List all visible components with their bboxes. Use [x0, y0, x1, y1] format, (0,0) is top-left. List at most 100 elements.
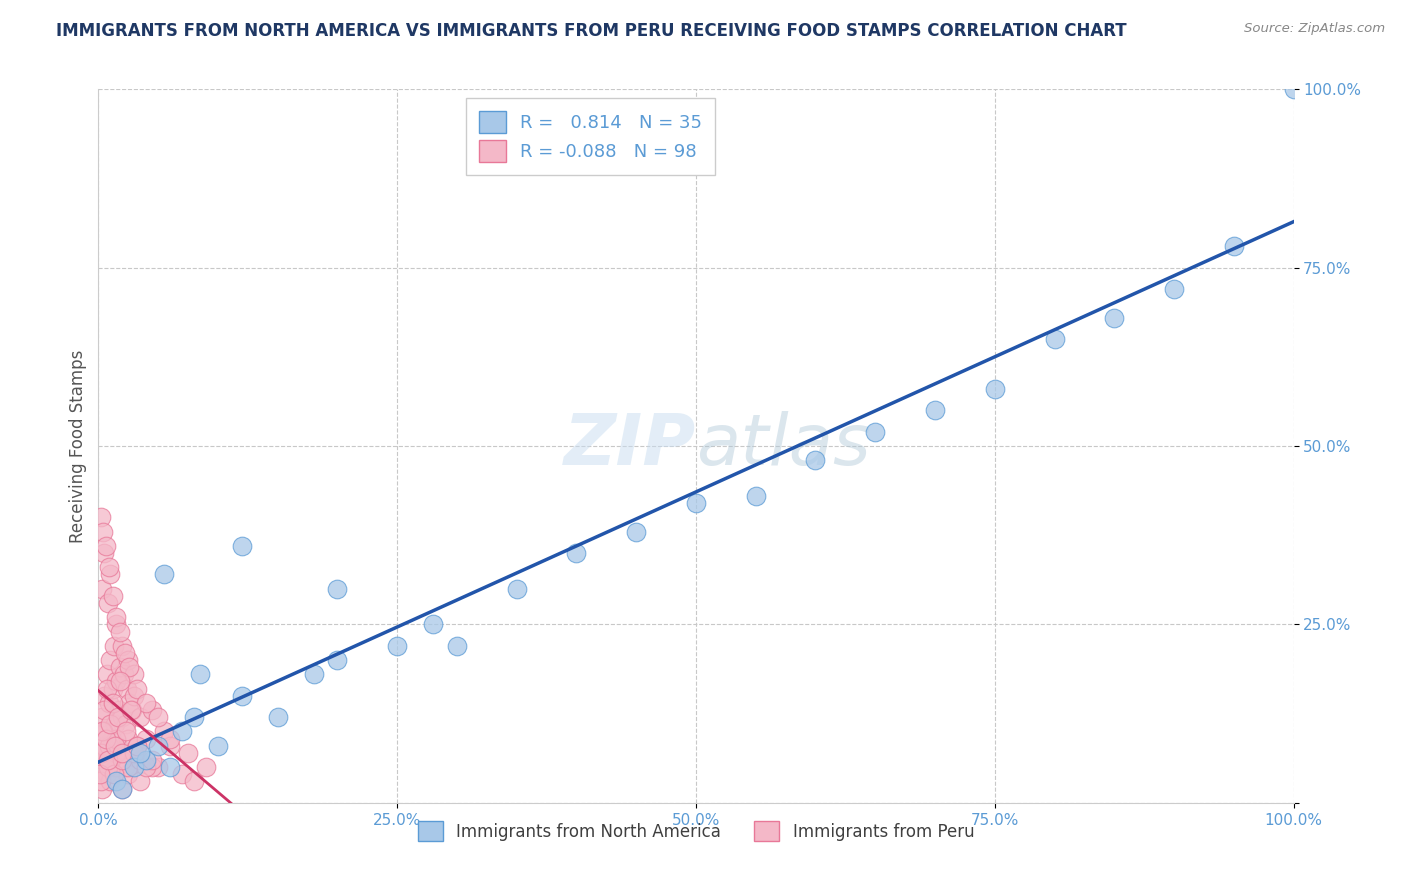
Point: [98, 753, 122, 767]
Point: [104, 717, 127, 731]
Point: [96, 681, 118, 696]
Point: [90, 510, 112, 524]
Point: [107, 710, 129, 724]
Point: [446, 639, 468, 653]
Point: [98, 774, 122, 789]
Point: [129, 746, 152, 760]
Point: [118, 660, 141, 674]
Y-axis label: Receiving Food Stamps: Receiving Food Stamps: [69, 350, 87, 542]
Point: [91, 781, 114, 796]
Point: [159, 731, 181, 746]
Point: [97, 746, 120, 760]
Point: [207, 739, 229, 753]
Point: [108, 624, 131, 639]
Point: [506, 582, 529, 596]
Point: [103, 767, 125, 781]
Point: [93, 703, 115, 717]
Point: [93, 546, 115, 560]
Point: [105, 760, 128, 774]
Point: [183, 710, 205, 724]
Point: [105, 674, 128, 689]
Point: [120, 703, 142, 717]
Point: [1043, 332, 1066, 346]
Point: [129, 710, 152, 724]
Point: [107, 739, 129, 753]
Point: [98, 717, 122, 731]
Point: [1223, 239, 1246, 253]
Point: [101, 696, 124, 710]
Point: [129, 774, 152, 789]
Point: [111, 753, 134, 767]
Point: [97, 596, 120, 610]
Point: [1163, 282, 1185, 296]
Point: [111, 746, 134, 760]
Point: [124, 667, 146, 681]
Point: [111, 710, 134, 724]
Point: [91, 582, 114, 596]
Point: [924, 403, 946, 417]
Point: [385, 639, 409, 653]
Point: [141, 753, 163, 767]
Point: [101, 589, 124, 603]
Point: [129, 753, 152, 767]
Point: [105, 610, 128, 624]
Point: [94, 724, 117, 739]
Point: [114, 760, 136, 774]
Point: [94, 539, 117, 553]
Point: [172, 767, 194, 781]
Point: [153, 567, 176, 582]
Point: [98, 739, 121, 753]
Point: [125, 739, 148, 753]
Point: [111, 639, 134, 653]
Point: [97, 753, 120, 767]
Point: [98, 653, 122, 667]
Point: [91, 724, 114, 739]
Point: [115, 724, 138, 739]
Point: [96, 767, 118, 781]
Point: [104, 739, 127, 753]
Point: [148, 739, 170, 753]
Text: ZIP: ZIP: [564, 411, 696, 481]
Point: [89, 767, 111, 781]
Text: atlas: atlas: [696, 411, 870, 481]
Point: [90, 739, 112, 753]
Point: [105, 774, 128, 789]
Point: [125, 681, 148, 696]
Point: [115, 681, 138, 696]
Point: [101, 681, 124, 696]
Point: [159, 760, 181, 774]
Point: [98, 567, 122, 582]
Point: [153, 724, 176, 739]
Point: [94, 731, 117, 746]
Point: [124, 689, 146, 703]
Point: [141, 703, 163, 717]
Point: [91, 710, 114, 724]
Point: [177, 746, 200, 760]
Point: [984, 382, 1007, 396]
Point: [141, 760, 163, 774]
Point: [172, 724, 194, 739]
Point: [135, 753, 157, 767]
Point: [108, 660, 131, 674]
Point: [135, 696, 157, 710]
Point: [100, 731, 122, 746]
Point: [105, 746, 128, 760]
Text: IMMIGRANTS FROM NORTH AMERICA VS IMMIGRANTS FROM PERU RECEIVING FOOD STAMPS CORR: IMMIGRANTS FROM NORTH AMERICA VS IMMIGRA…: [56, 22, 1126, 40]
Point: [105, 617, 128, 632]
Point: [107, 703, 129, 717]
Point: [195, 760, 218, 774]
Point: [117, 767, 139, 781]
Point: [111, 781, 134, 796]
Point: [105, 731, 128, 746]
Point: [326, 653, 349, 667]
Point: [124, 760, 146, 774]
Point: [422, 617, 444, 632]
Point: [148, 760, 170, 774]
Point: [91, 524, 114, 539]
Point: [159, 739, 181, 753]
Point: [685, 496, 707, 510]
Point: [93, 689, 115, 703]
Point: [90, 774, 112, 789]
Point: [111, 781, 134, 796]
Point: [98, 560, 121, 574]
